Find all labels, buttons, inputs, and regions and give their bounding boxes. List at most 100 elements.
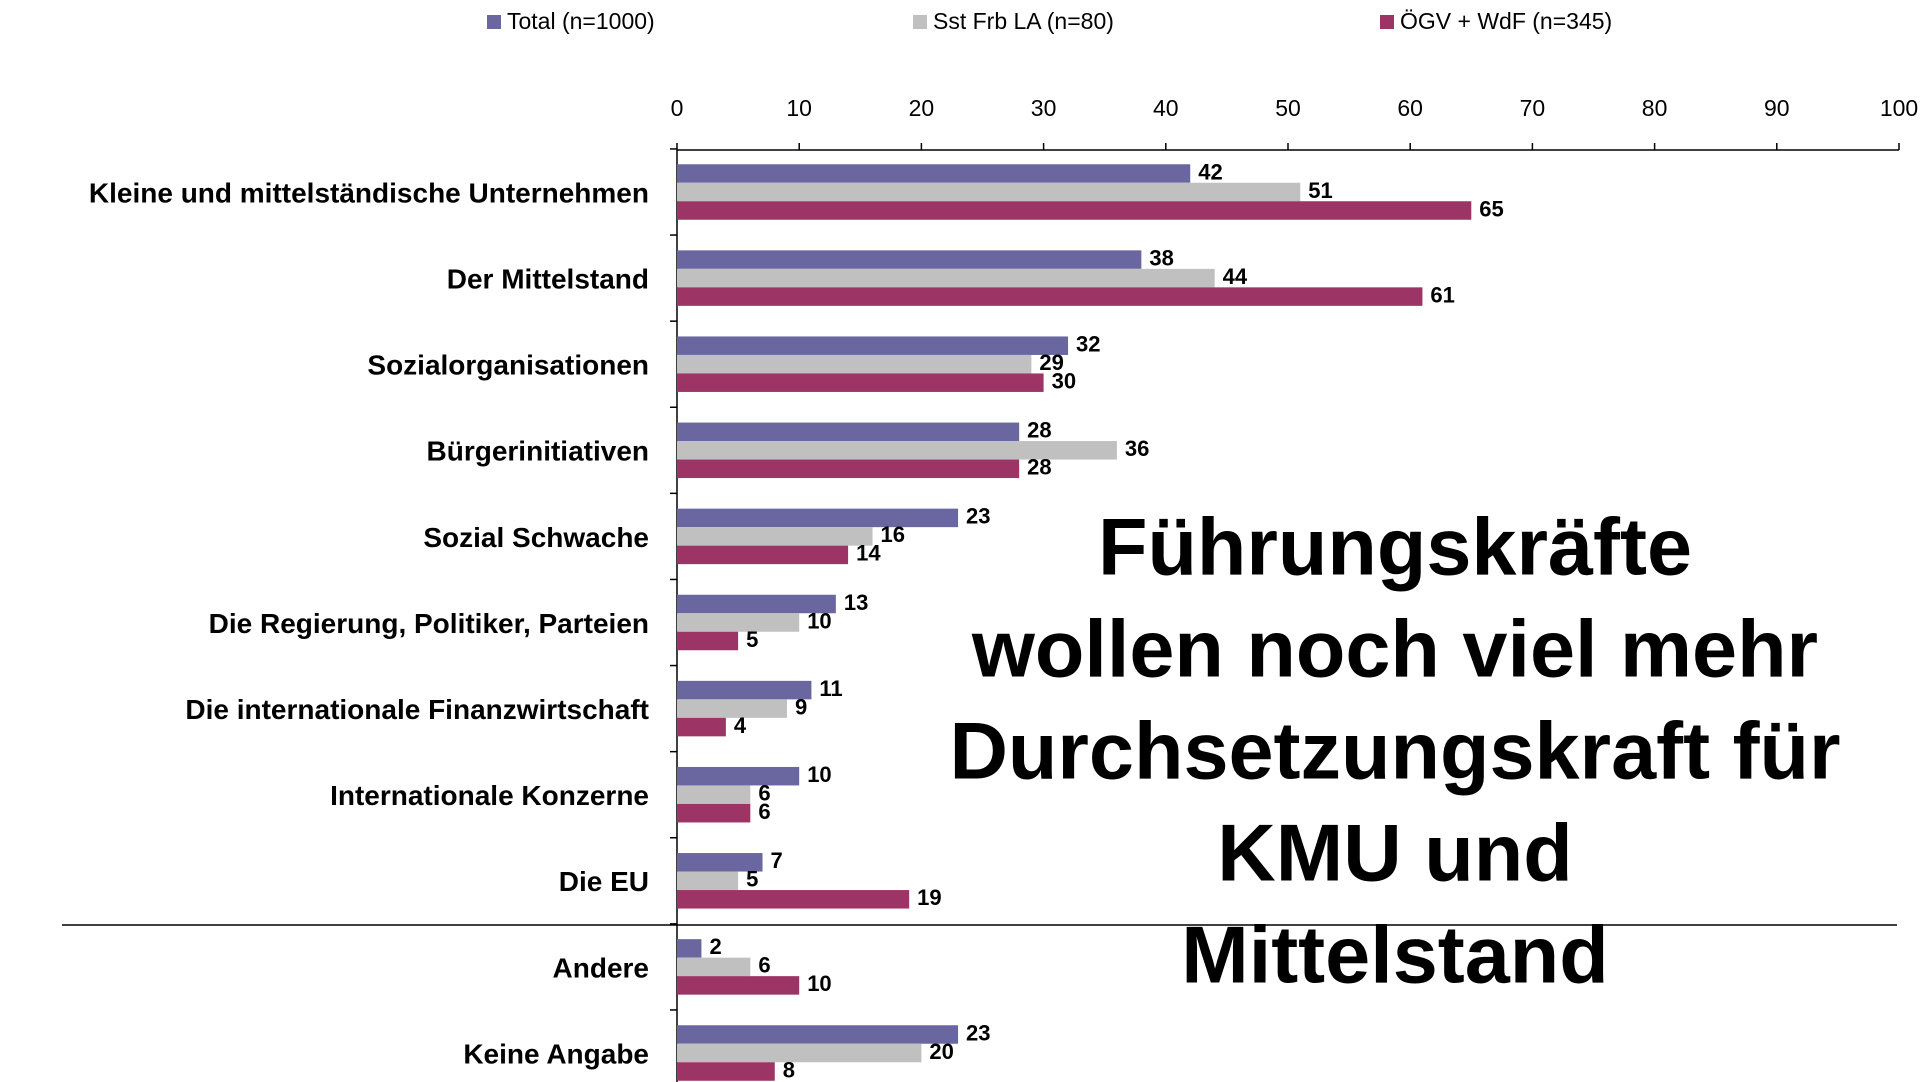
bar [677, 545, 849, 565]
y-tick-label: Die internationale Finanzwirtschaft [185, 694, 649, 725]
data-label: 65 [1479, 196, 1503, 221]
y-tick-label: Die EU [559, 866, 649, 897]
data-label: 4 [734, 713, 747, 738]
data-label: 6 [758, 781, 770, 806]
data-label: 13 [844, 590, 868, 615]
data-label: 6 [758, 799, 770, 824]
bar [677, 766, 800, 786]
bar [677, 1025, 959, 1044]
annotation: Durchsetzungskraft für [949, 706, 1840, 796]
bar [677, 613, 800, 632]
legend-swatch [1380, 15, 1394, 29]
bar [677, 459, 1020, 479]
data-label: 29 [1039, 350, 1063, 375]
legend-label: ÖGV + WdF (n=345) [1400, 8, 1612, 34]
y-tick-label: Sozial Schwache [423, 522, 649, 553]
bar [677, 1062, 775, 1081]
annotation: KMU und [1217, 808, 1572, 898]
bar [677, 422, 1020, 442]
data-label: 44 [1223, 264, 1248, 289]
x-tick-label: 40 [1153, 95, 1179, 121]
x-tick-label: 30 [1031, 95, 1057, 121]
data-label: 23 [966, 1020, 990, 1045]
data-label: 11 [819, 676, 842, 701]
data-label: 5 [746, 867, 758, 892]
data-label: 10 [807, 762, 831, 787]
bar [677, 1043, 922, 1063]
legend-label: Sst Frb LA (n=80) [933, 8, 1114, 34]
y-tick-label: Keine Angabe [463, 1038, 649, 1069]
bar [677, 717, 726, 737]
bar [677, 508, 959, 528]
bar [677, 268, 1215, 288]
x-tick-label: 10 [786, 95, 812, 121]
data-label: 23 [966, 504, 990, 529]
y-tick-label: Die Regierung, Politiker, Parteien [209, 608, 649, 639]
y-tick-label: Sozialorganisationen [367, 350, 649, 381]
bar [677, 939, 702, 958]
data-label: 6 [758, 953, 770, 978]
data-label: 16 [881, 522, 905, 547]
bar [677, 890, 910, 909]
data-label: 51 [1308, 178, 1332, 203]
data-label: 2 [709, 934, 721, 959]
bar [677, 631, 739, 651]
legend-swatch [487, 15, 501, 29]
data-label: 32 [1076, 332, 1100, 357]
data-label: 28 [1027, 418, 1051, 443]
data-label: 36 [1125, 436, 1149, 461]
data-label: 19 [917, 885, 941, 910]
annotation: Mittelstand [1181, 910, 1609, 1000]
bar [677, 957, 751, 977]
x-tick-label: 90 [1764, 95, 1790, 121]
legend-label: Total (n=1000) [507, 8, 655, 34]
bar [677, 976, 800, 995]
data-label: 7 [771, 848, 783, 873]
bar [677, 164, 1191, 183]
bar [677, 354, 1032, 374]
data-label: 14 [856, 541, 881, 566]
y-tick-label: Der Mittelstand [447, 263, 649, 294]
bar [677, 201, 1472, 220]
bar [677, 871, 739, 891]
data-label: 28 [1027, 455, 1051, 480]
x-tick-label: 20 [909, 95, 935, 121]
data-label: 20 [929, 1039, 953, 1064]
bar [677, 699, 787, 718]
y-tick-label: Kleine und mittelständische Unternehmen [89, 177, 649, 208]
bar [677, 182, 1301, 202]
bar [677, 853, 763, 872]
bar [677, 680, 812, 700]
y-tick-label: Andere [553, 952, 649, 983]
data-label: 9 [795, 694, 807, 719]
data-label: 8 [783, 1057, 795, 1082]
bar [677, 287, 1423, 306]
bar [677, 527, 873, 546]
x-tick-label: 70 [1520, 95, 1546, 121]
data-label: 10 [807, 608, 831, 633]
annotation: Führungskräfte [1098, 502, 1692, 592]
data-label: 38 [1149, 245, 1173, 270]
x-tick-label: 0 [671, 95, 684, 121]
bar [677, 250, 1142, 269]
data-label: 42 [1198, 159, 1222, 184]
bar [677, 373, 1044, 392]
data-label: 30 [1052, 369, 1076, 394]
x-tick-label: 80 [1642, 95, 1668, 121]
bar [677, 785, 751, 804]
x-tick-label: 100 [1880, 95, 1918, 121]
legend-swatch [913, 15, 927, 29]
annotation: wollen noch viel mehr [971, 604, 1818, 694]
bar [677, 336, 1069, 355]
bar [677, 441, 1117, 460]
data-label: 61 [1430, 282, 1454, 307]
data-label: 10 [807, 971, 831, 996]
y-tick-label: Internationale Konzerne [330, 780, 649, 811]
bar [677, 803, 751, 823]
y-tick-label: Bürgerinitiativen [427, 436, 649, 467]
x-tick-label: 50 [1275, 95, 1301, 121]
x-tick-label: 60 [1397, 95, 1423, 121]
bar [677, 594, 836, 614]
data-label: 5 [746, 627, 758, 652]
